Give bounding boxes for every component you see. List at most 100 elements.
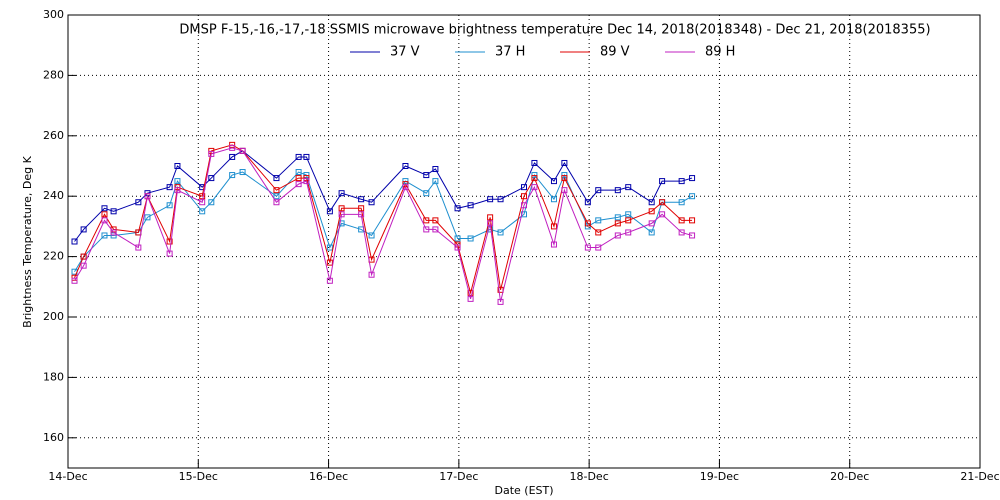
point-marker — [595, 217, 602, 224]
point-marker — [273, 199, 280, 206]
point-marker — [144, 193, 151, 200]
point-marker — [273, 187, 280, 194]
point-marker — [166, 250, 173, 257]
point-marker — [689, 175, 696, 182]
legend-label: 89 V — [600, 45, 630, 60]
legend-label: 37 V — [390, 45, 420, 60]
point-marker — [454, 244, 461, 251]
point-marker — [531, 159, 538, 166]
series-line — [74, 147, 693, 303]
point-marker — [467, 202, 474, 209]
point-marker — [174, 187, 181, 194]
point-marker — [174, 178, 181, 185]
point-marker — [80, 253, 87, 260]
point-marker — [295, 181, 302, 188]
point-marker — [208, 199, 215, 206]
point-marker — [166, 184, 173, 191]
point-marker — [584, 220, 591, 227]
point-marker — [295, 175, 302, 182]
point-marker — [521, 184, 527, 191]
point-marker — [101, 217, 108, 224]
x-tick-label: 21-Dec — [960, 470, 999, 483]
legend-label: 37 H — [495, 45, 525, 60]
point-marker — [659, 211, 666, 218]
x-tick-label: 15-Dec — [179, 470, 218, 483]
point-marker — [550, 223, 557, 230]
point-marker — [402, 163, 409, 169]
point-marker — [689, 193, 696, 200]
x-tick-label: 17-Dec — [439, 470, 478, 483]
point-marker — [166, 238, 173, 245]
point-marker — [338, 211, 345, 218]
point-marker — [659, 199, 666, 206]
point-marker — [595, 229, 602, 236]
point-marker — [239, 169, 246, 176]
y-tick-label: 280 — [43, 68, 64, 81]
point-marker — [273, 175, 280, 182]
point-marker — [531, 184, 538, 191]
x-tick-label: 16-Dec — [309, 470, 348, 483]
point-marker — [561, 175, 568, 182]
point-marker — [358, 211, 365, 218]
point-marker — [144, 214, 151, 221]
point-marker — [625, 184, 632, 191]
point-marker — [368, 199, 375, 206]
point-marker — [199, 208, 206, 215]
point-marker — [659, 178, 666, 185]
y-tick-label: 180 — [43, 370, 64, 383]
point-marker — [432, 217, 439, 224]
point-marker — [487, 196, 494, 203]
point-marker — [71, 277, 78, 284]
point-marker — [625, 211, 632, 218]
point-marker — [135, 199, 142, 206]
point-marker — [338, 205, 345, 212]
x-tick-label: 20-Dec — [830, 470, 869, 483]
point-marker — [166, 202, 173, 209]
point-marker — [561, 187, 568, 194]
y-tick-label: 300 — [43, 8, 64, 21]
point-marker — [229, 144, 236, 151]
point-marker — [584, 244, 591, 251]
point-marker — [368, 232, 375, 239]
y-tick-label: 240 — [43, 189, 64, 202]
point-marker — [432, 178, 439, 185]
point-marker — [521, 202, 527, 209]
point-marker — [368, 271, 375, 278]
point-marker — [229, 172, 236, 179]
point-marker — [648, 220, 655, 227]
series-line — [74, 144, 693, 295]
point-marker — [595, 244, 602, 251]
point-marker — [487, 214, 494, 221]
point-marker — [326, 277, 333, 284]
point-marker — [550, 178, 557, 185]
point-marker — [338, 220, 345, 227]
point-marker — [303, 178, 310, 185]
point-marker — [625, 217, 632, 224]
point-marker — [423, 190, 430, 197]
point-marker — [110, 208, 117, 215]
point-marker — [229, 153, 236, 160]
x-tick-label: 18-Dec — [570, 470, 609, 483]
y-tick-label: 160 — [43, 431, 64, 444]
point-marker — [625, 229, 632, 236]
point-marker — [497, 298, 504, 305]
point-marker — [467, 235, 474, 242]
point-marker — [487, 220, 494, 227]
point-marker — [135, 244, 142, 251]
y-tick-label: 260 — [43, 129, 64, 142]
point-marker — [467, 289, 474, 296]
point-marker — [208, 150, 215, 157]
point-marker — [614, 214, 621, 221]
point-marker — [584, 199, 591, 206]
x-tick-label: 19-Dec — [700, 470, 739, 483]
point-marker — [454, 205, 461, 212]
point-marker — [595, 187, 602, 194]
point-marker — [467, 295, 474, 302]
point-marker — [432, 166, 439, 173]
point-marker — [497, 196, 504, 203]
point-marker — [678, 199, 685, 206]
point-marker — [101, 211, 108, 218]
point-marker — [80, 226, 87, 233]
